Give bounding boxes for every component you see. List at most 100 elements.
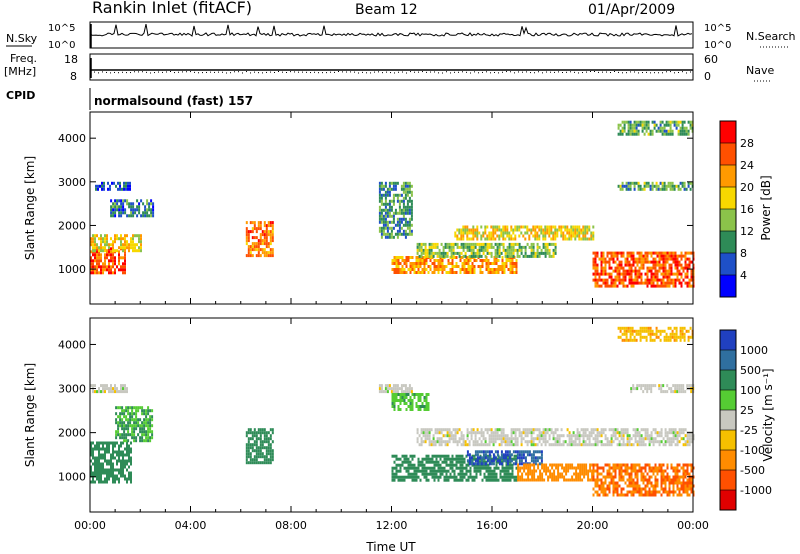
data-cell	[533, 463, 536, 467]
data-cell	[600, 466, 603, 470]
data-cell	[498, 234, 501, 238]
data-cell	[604, 463, 607, 467]
data-cell	[472, 251, 475, 255]
data-cell	[666, 437, 669, 441]
data-cell	[640, 272, 643, 276]
data-cell	[503, 475, 506, 479]
data-cell	[458, 440, 461, 444]
data-cell	[510, 251, 513, 255]
data-cell	[643, 123, 646, 127]
data-cell	[92, 243, 94, 247]
data-cell	[386, 384, 389, 388]
data-cell	[664, 434, 667, 438]
data-cell	[636, 469, 639, 473]
data-cell	[604, 475, 607, 479]
data-cell	[129, 406, 132, 410]
colorbar-tick-label: -1000	[740, 484, 772, 497]
data-cell	[534, 231, 537, 235]
data-cell	[631, 132, 634, 136]
data-cell	[501, 262, 504, 265]
data-cell	[658, 269, 661, 273]
data-cell	[672, 437, 675, 441]
data-cell	[480, 443, 483, 447]
data-cell	[646, 431, 649, 435]
data-cell	[416, 251, 419, 255]
data-cell	[257, 431, 260, 435]
data-cell	[563, 466, 566, 470]
y-tick-label: 3000	[58, 176, 86, 189]
nave-dot	[426, 71, 427, 73]
data-cell	[417, 271, 420, 274]
data-cell	[104, 256, 106, 260]
data-cell	[680, 437, 683, 441]
data-cell	[435, 259, 438, 262]
data-cell	[429, 268, 432, 271]
data-cell	[501, 466, 504, 470]
data-cell	[647, 184, 650, 188]
data-cell	[684, 469, 687, 473]
data-cell	[588, 440, 591, 444]
data-cell	[627, 181, 630, 185]
data-cell	[629, 126, 632, 130]
data-cell	[637, 123, 640, 127]
data-cell	[534, 443, 537, 447]
data-cell	[104, 456, 106, 460]
data-cell	[484, 228, 487, 232]
nave-dot	[230, 72, 231, 74]
data-cell	[620, 443, 623, 447]
data-cell	[476, 450, 479, 454]
data-cell	[626, 257, 629, 261]
data-cell	[452, 440, 455, 444]
data-cell	[475, 259, 478, 262]
data-cell	[495, 463, 498, 467]
data-cell	[669, 338, 672, 342]
data-cell	[433, 265, 436, 268]
data-cell	[437, 466, 440, 470]
data-cell	[133, 406, 136, 410]
data-cell	[669, 187, 672, 191]
data-cell	[686, 463, 689, 467]
data-cell	[401, 256, 404, 259]
station-title: Rankin Inlet (fitACF)	[92, 0, 252, 17]
data-cell	[589, 463, 592, 467]
data-cell	[413, 268, 416, 271]
data-cell	[126, 477, 128, 481]
data-cell	[654, 260, 657, 264]
data-cell	[610, 278, 613, 282]
colorbar-swatch	[720, 187, 736, 210]
data-cell	[526, 431, 529, 435]
nave-dot	[246, 71, 247, 73]
data-cell	[403, 454, 406, 458]
data-cell	[511, 259, 514, 262]
data-cell	[480, 428, 483, 432]
data-cell	[443, 454, 446, 458]
data-cell	[640, 275, 643, 279]
data-cell	[490, 245, 493, 249]
data-cell	[255, 458, 258, 462]
data-cell	[552, 251, 555, 255]
data-cell	[612, 257, 615, 261]
data-cell	[408, 184, 411, 188]
data-cell	[397, 262, 400, 265]
data-cell	[659, 338, 662, 342]
data-cell	[514, 431, 517, 435]
data-cell	[402, 232, 405, 236]
data-cell	[112, 205, 115, 209]
data-cell	[618, 484, 621, 488]
data-cell	[624, 269, 627, 273]
data-cell	[147, 433, 150, 437]
data-cell	[620, 260, 623, 264]
data-cell	[688, 278, 691, 282]
data-cell	[612, 481, 615, 485]
data-cell	[544, 228, 547, 232]
data-cell	[115, 184, 117, 188]
data-cell	[678, 469, 681, 473]
data-cell	[391, 268, 394, 271]
data-cell	[676, 484, 679, 488]
data-cell	[642, 493, 645, 497]
data-cell	[450, 254, 453, 258]
data-cell	[417, 466, 420, 470]
data-cell	[269, 437, 272, 441]
data-cell	[494, 437, 497, 441]
data-cell	[118, 453, 120, 457]
